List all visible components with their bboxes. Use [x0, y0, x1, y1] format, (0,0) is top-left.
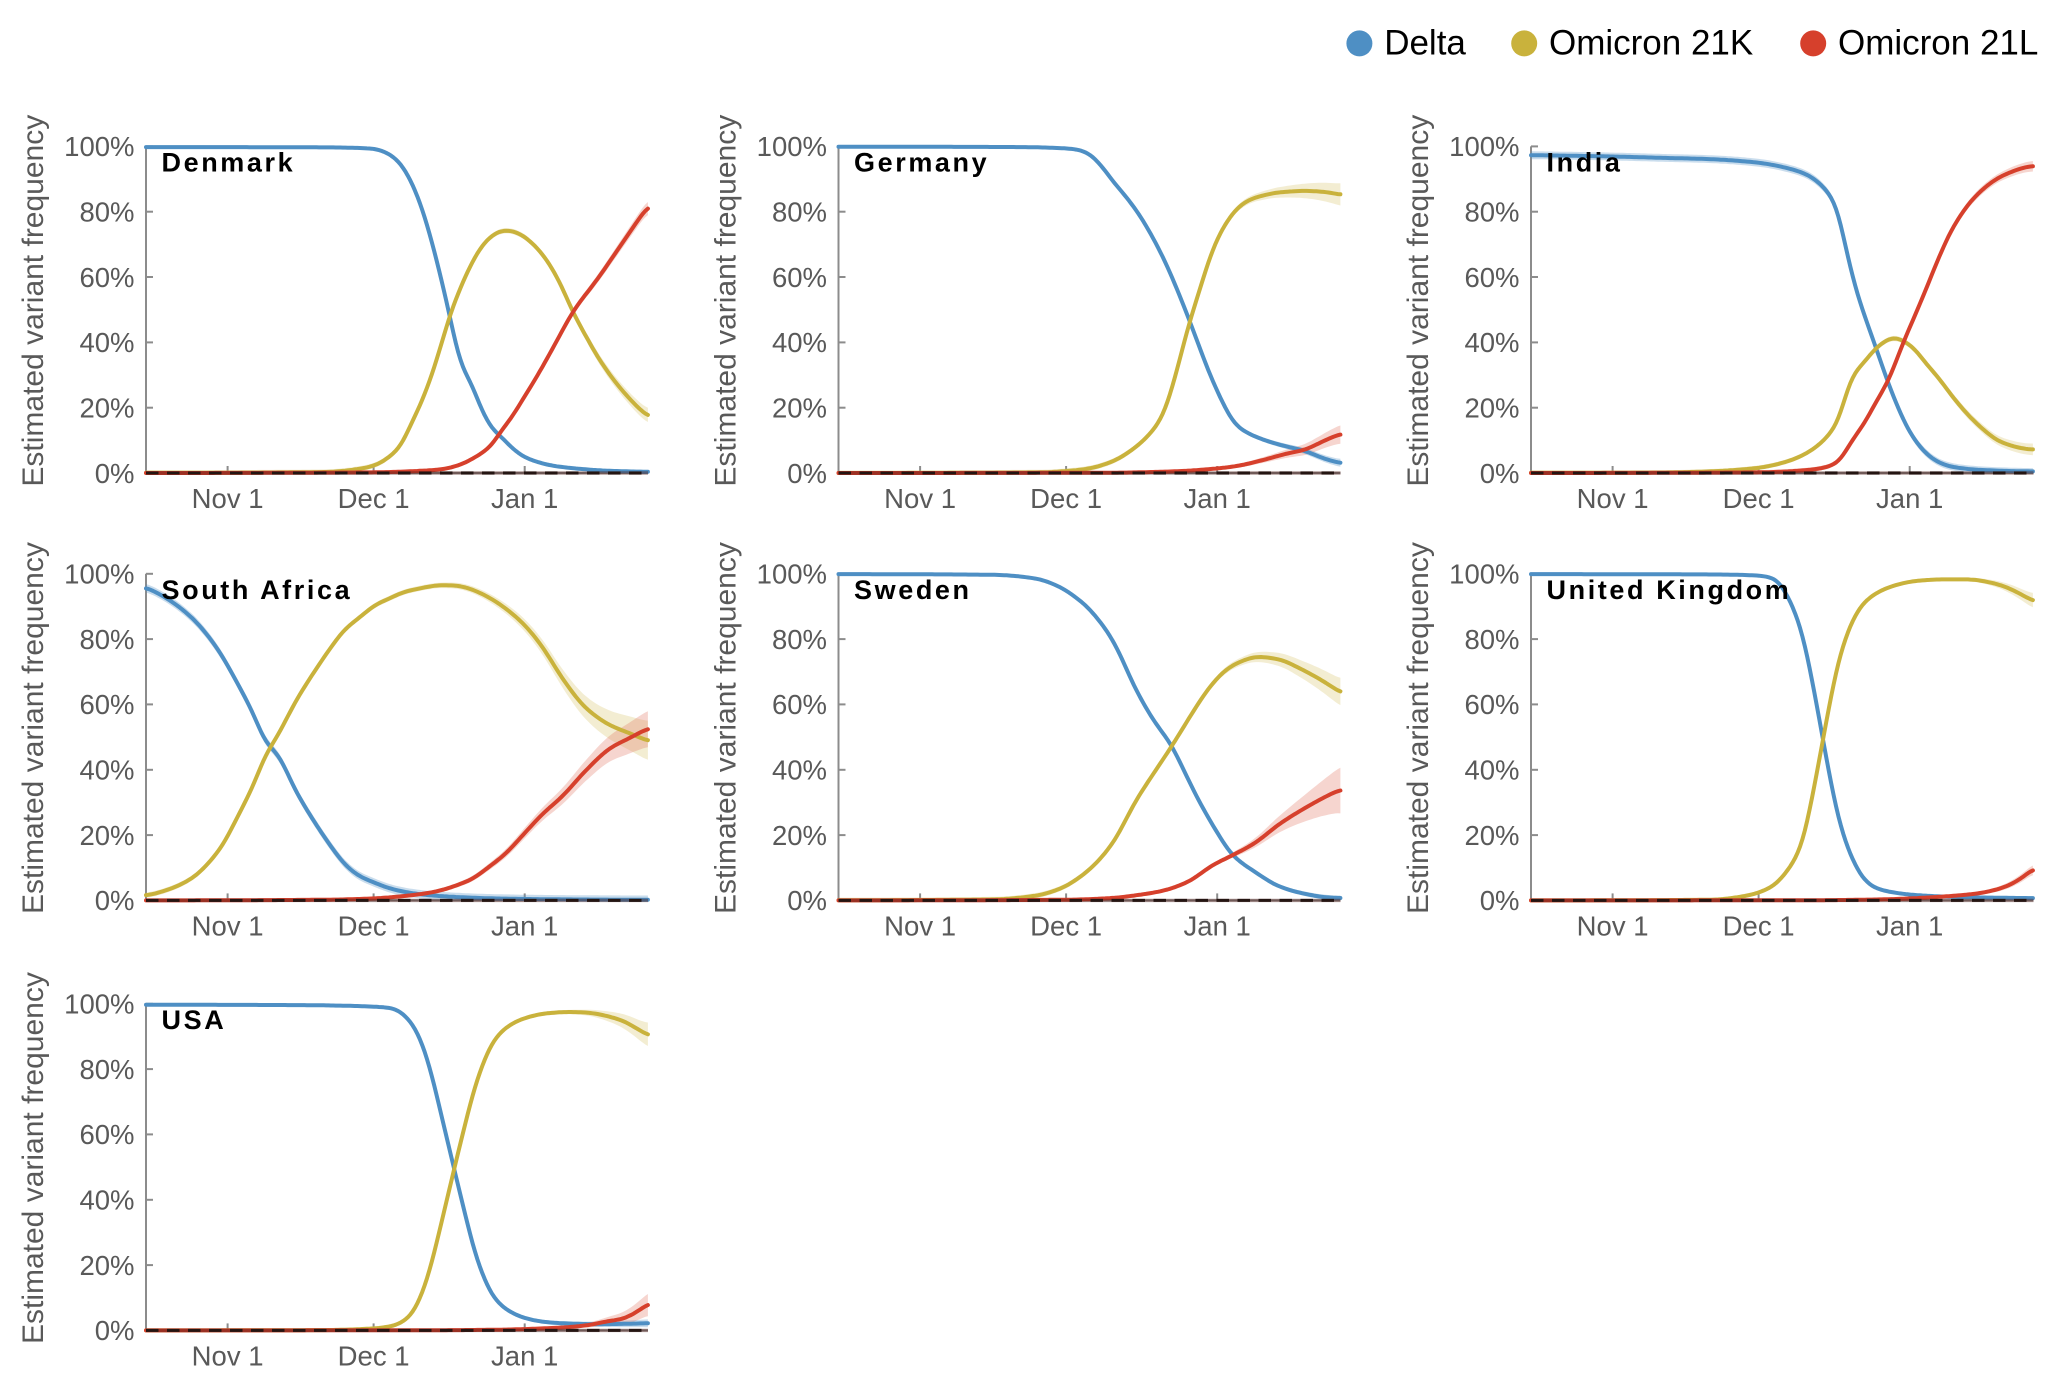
svg-text:Omicron 21L: Omicron 21L	[1838, 24, 2038, 63]
svg-text:100%: 100%	[64, 989, 134, 1020]
svg-text:Estimated variant frequency: Estimated variant frequency	[710, 542, 743, 914]
svg-text:40%: 40%	[772, 755, 827, 786]
svg-text:Nov 1: Nov 1	[1577, 483, 1649, 514]
svg-text:Jan 1: Jan 1	[1876, 483, 1943, 514]
svg-text:40%: 40%	[1464, 327, 1519, 358]
svg-text:Sweden: Sweden	[854, 575, 972, 605]
svg-text:Dec 1: Dec 1	[338, 911, 410, 942]
svg-text:80%: 80%	[772, 197, 827, 228]
svg-text:100%: 100%	[64, 131, 134, 162]
svg-text:40%: 40%	[1464, 755, 1519, 786]
svg-text:Dec 1: Dec 1	[1030, 911, 1102, 942]
svg-text:Jan 1: Jan 1	[491, 483, 558, 514]
svg-text:Denmark: Denmark	[162, 147, 296, 177]
svg-text:Dec 1: Dec 1	[338, 483, 410, 514]
svg-text:Delta: Delta	[1384, 24, 1466, 63]
svg-text:60%: 60%	[772, 262, 827, 293]
svg-text:0%: 0%	[787, 458, 827, 489]
svg-text:100%: 100%	[64, 559, 134, 590]
svg-text:60%: 60%	[79, 1119, 134, 1150]
svg-text:40%: 40%	[772, 327, 827, 358]
svg-text:USA: USA	[162, 1005, 227, 1035]
svg-text:South Africa: South Africa	[162, 575, 353, 605]
svg-text:Jan 1: Jan 1	[1184, 483, 1251, 514]
svg-text:100%: 100%	[757, 559, 827, 590]
svg-text:Estimated variant frequency: Estimated variant frequency	[17, 972, 50, 1344]
svg-text:Estimated variant frequency: Estimated variant frequency	[710, 115, 743, 487]
svg-text:Jan 1: Jan 1	[491, 911, 558, 942]
svg-text:Estimated variant frequency: Estimated variant frequency	[17, 542, 50, 914]
svg-text:60%: 60%	[79, 689, 134, 720]
svg-text:Estimated variant frequency: Estimated variant frequency	[1402, 115, 1435, 487]
svg-text:Germany: Germany	[854, 147, 989, 177]
svg-text:40%: 40%	[79, 1185, 134, 1216]
svg-text:Estimated variant frequency: Estimated variant frequency	[17, 115, 50, 487]
svg-text:Nov 1: Nov 1	[192, 911, 264, 942]
svg-text:Nov 1: Nov 1	[192, 483, 264, 514]
svg-text:0%: 0%	[787, 885, 827, 916]
svg-text:100%: 100%	[1449, 559, 1519, 590]
svg-text:0%: 0%	[95, 1315, 135, 1346]
svg-text:60%: 60%	[772, 689, 827, 720]
svg-text:20%: 20%	[79, 393, 134, 424]
svg-text:20%: 20%	[772, 820, 827, 851]
svg-text:0%: 0%	[1480, 885, 1520, 916]
svg-text:60%: 60%	[79, 262, 134, 293]
svg-text:Jan 1: Jan 1	[1184, 911, 1251, 942]
svg-text:20%: 20%	[1464, 393, 1519, 424]
svg-text:60%: 60%	[1464, 262, 1519, 293]
svg-text:20%: 20%	[79, 820, 134, 851]
svg-text:Estimated variant frequency: Estimated variant frequency	[1402, 542, 1435, 914]
svg-text:0%: 0%	[1480, 458, 1520, 489]
svg-text:20%: 20%	[772, 393, 827, 424]
svg-text:0%: 0%	[95, 458, 135, 489]
svg-text:80%: 80%	[772, 624, 827, 655]
svg-text:Dec 1: Dec 1	[338, 1341, 410, 1372]
svg-text:United Kingdom: United Kingdom	[1547, 575, 1792, 605]
svg-text:40%: 40%	[79, 755, 134, 786]
svg-text:80%: 80%	[1464, 624, 1519, 655]
svg-text:0%: 0%	[95, 885, 135, 916]
svg-text:Nov 1: Nov 1	[1577, 911, 1649, 942]
svg-text:20%: 20%	[1464, 820, 1519, 851]
svg-text:20%: 20%	[79, 1250, 134, 1281]
svg-text:100%: 100%	[757, 131, 827, 162]
svg-text:Omicron 21K: Omicron 21K	[1549, 24, 1753, 63]
svg-text:Nov 1: Nov 1	[884, 911, 956, 942]
svg-text:100%: 100%	[1449, 131, 1519, 162]
svg-text:80%: 80%	[79, 197, 134, 228]
svg-text:Dec 1: Dec 1	[1723, 483, 1795, 514]
svg-text:Nov 1: Nov 1	[192, 1341, 264, 1372]
svg-text:Jan 1: Jan 1	[1876, 911, 1943, 942]
svg-text:Nov 1: Nov 1	[884, 483, 956, 514]
svg-text:80%: 80%	[79, 1054, 134, 1085]
svg-text:Dec 1: Dec 1	[1723, 911, 1795, 942]
svg-text:80%: 80%	[1464, 197, 1519, 228]
svg-text:Jan 1: Jan 1	[491, 1341, 558, 1372]
svg-text:80%: 80%	[79, 624, 134, 655]
svg-text:60%: 60%	[1464, 689, 1519, 720]
svg-text:India: India	[1547, 147, 1623, 177]
svg-text:Dec 1: Dec 1	[1030, 483, 1102, 514]
svg-text:40%: 40%	[79, 327, 134, 358]
